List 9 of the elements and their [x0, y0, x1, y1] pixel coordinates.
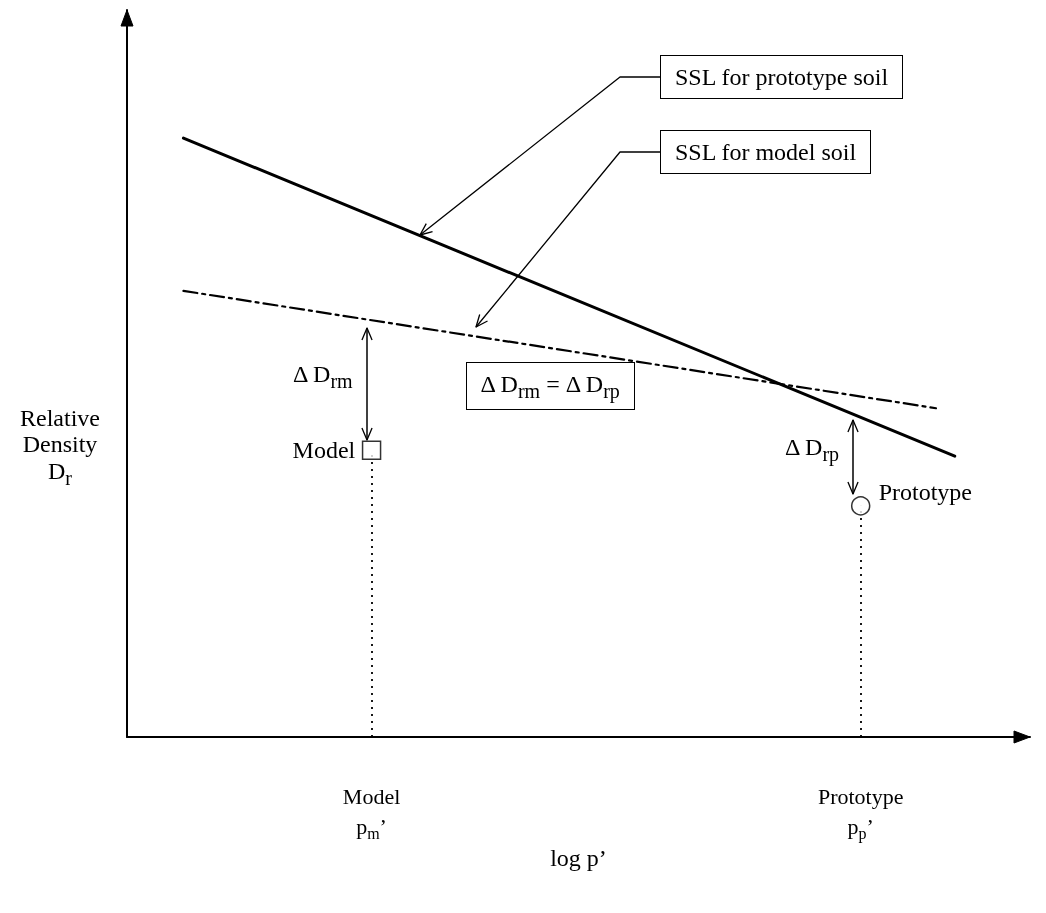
- annotation: SSL for model soil: [660, 130, 872, 175]
- x-axis-title: log p’: [550, 844, 607, 871]
- annotation: Model: [292, 437, 356, 464]
- y-axis-title: Relative Density D$_{r}$: [19, 405, 101, 489]
- annotation: Δ D$_{rm}$: [293, 360, 353, 392]
- annotation: Δ D$_{rp}$: [785, 433, 840, 465]
- annotation: Prototype: [878, 478, 973, 506]
- text: SSL for prototype soil: [660, 55, 904, 100]
- annotation: Δ D$_{rm}$ = Δ D$_{rp}$: [465, 361, 635, 411]
